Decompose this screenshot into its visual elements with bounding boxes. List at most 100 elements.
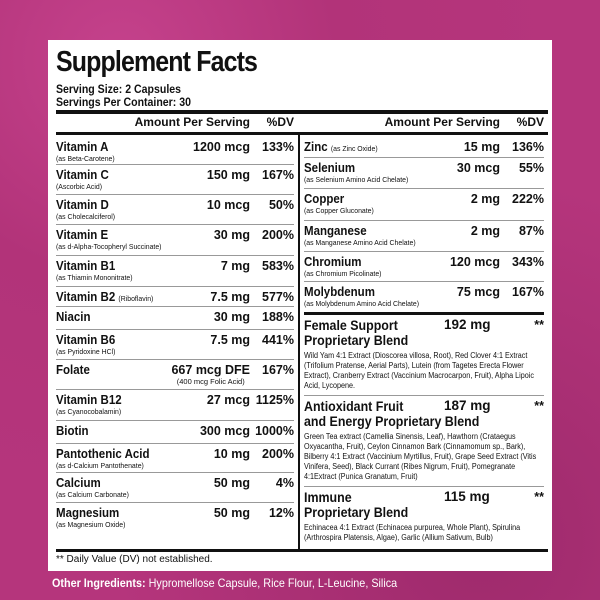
blend-dv: ** bbox=[534, 490, 544, 504]
nutrient-dv: 583% bbox=[262, 259, 294, 273]
amount-value: 150 mg bbox=[206, 168, 250, 182]
nutrient-dv: 167% bbox=[512, 285, 544, 299]
nutrient-amount: 667 mcg DFE (400 mcg Folic Acid) bbox=[171, 363, 250, 389]
amount-value: 7.5 mg bbox=[210, 333, 250, 347]
other-ingredients-label: Other Ingredients: bbox=[52, 576, 146, 590]
nutrient-name: Molybdenum (as Molybdenum Amino Acid Chel… bbox=[304, 285, 445, 312]
nutrient-dv: 133% bbox=[262, 140, 294, 154]
amount-header: Amount Per Serving bbox=[134, 115, 250, 129]
nutrient-row: Vitamin B12 (as Cyanocobalamin) 27 mcg 1125… bbox=[56, 390, 294, 421]
nutrient-amount: 120 mcg bbox=[449, 255, 500, 269]
nutrient-dv: 167% bbox=[262, 363, 294, 377]
nutrient-amount: 50 mg bbox=[214, 476, 250, 502]
blend-amount: 187 mg bbox=[444, 398, 491, 413]
nutrient-dv: 50% bbox=[268, 198, 294, 212]
nutrient-dv: 577% bbox=[262, 290, 294, 304]
nutrient-dv: 167% bbox=[262, 168, 294, 182]
nutrient-name-text: Pantothenic Acid bbox=[56, 447, 150, 461]
left-column: Amount Per Serving %DV Vitamin A (as Beta… bbox=[56, 112, 294, 531]
nutrient-name: Zinc (as Zinc Oxide) bbox=[304, 140, 451, 157]
nutrient-name-text: Vitamin B6 bbox=[56, 333, 116, 347]
nutrient-amount: 30 mcg bbox=[456, 161, 500, 175]
nutrient-amount: 50 mg bbox=[214, 506, 250, 531]
blend-dv: ** bbox=[534, 399, 544, 413]
nutrient-name-text: Calcium bbox=[56, 476, 101, 490]
nutrient-name: Vitamin B1 (as Thiamin Mononitrate) bbox=[56, 259, 208, 286]
nutrient-amount: 2 mg bbox=[470, 224, 500, 238]
nutrient-name-text: Folate bbox=[56, 363, 90, 377]
blend-amount: 192 mg bbox=[444, 317, 491, 332]
nutrient-name-text: Molybdenum bbox=[304, 285, 375, 299]
nutrient-name: Vitamin B2 (Riboflavin) bbox=[56, 290, 198, 306]
nutrient-source: (as Zinc Oxide) bbox=[330, 144, 378, 153]
nutrient-name-text: Copper bbox=[304, 192, 345, 206]
nutrient-row: Vitamin C (Ascorbic Acid) 150 mg 167% bbox=[56, 165, 294, 195]
nutrient-amount: 10 mg bbox=[214, 447, 250, 472]
nutrient-name: Magnesium (as Magnesium Oxide) bbox=[56, 506, 201, 531]
nutrient-name-text: Vitamin B1 bbox=[56, 259, 116, 273]
dv-header: %DV bbox=[516, 115, 544, 129]
blend-name: Immune Proprietary Blend bbox=[304, 490, 525, 520]
nutrient-name: Vitamin D (as Cholecalciferol) bbox=[56, 198, 195, 224]
amount-value: 300 mcg bbox=[199, 424, 250, 438]
amount-value: 27 mcg bbox=[206, 393, 250, 407]
nutrient-dv: 12% bbox=[268, 506, 294, 520]
nutrient-row: Molybdenum (as Molybdenum Amino Acid Chel… bbox=[304, 282, 544, 312]
nutrient-source: (Riboflavin) bbox=[118, 294, 154, 303]
nutrient-dv: 222% bbox=[512, 192, 544, 206]
nutrient-row: Vitamin B2 (Riboflavin) 7.5 mg 577% bbox=[56, 287, 294, 307]
nutrient-row: Copper (as Copper Gluconate) 2 mg 222% bbox=[304, 189, 544, 221]
blend-name-line1: Female Support bbox=[304, 318, 398, 333]
nutrient-name: Biotin bbox=[56, 424, 188, 443]
nutrient-amount: 2 mg bbox=[470, 192, 500, 206]
nutrient-name: Vitamin B6 (as Pyridoxine HCl) bbox=[56, 333, 198, 359]
nutrient-row: Folate 667 mcg DFE (400 mcg Folic Acid) 167… bbox=[56, 360, 294, 390]
nutrient-row: Niacin 30 mg 188% bbox=[56, 307, 294, 330]
nutrient-name: Vitamin C (Ascorbic Acid) bbox=[56, 168, 195, 194]
left-header: Amount Per Serving %DV bbox=[56, 112, 294, 131]
bottom-rule bbox=[56, 549, 548, 552]
nutrient-name: Folate bbox=[56, 363, 162, 389]
amount-value: 50 mg bbox=[213, 506, 250, 520]
nutrient-row: Selenium (as Selenium Amino Acid Chelate)… bbox=[304, 158, 544, 189]
blend-name-line2: and Energy Proprietary Blend bbox=[304, 414, 480, 429]
nutrient-dv: 200% bbox=[262, 228, 294, 242]
amount-value: 10 mcg bbox=[206, 198, 250, 212]
nutrient-row: Pantothenic Acid (as d-Calcium Pantothena… bbox=[56, 444, 294, 473]
nutrient-amount: 75 mcg bbox=[456, 285, 500, 299]
nutrient-name-text: Vitamin A bbox=[56, 140, 109, 154]
nutrient-name: Chromium (as Chromium Picolinate) bbox=[304, 255, 438, 281]
nutrient-name-text: Niacin bbox=[56, 310, 91, 324]
nutrient-row: Manganese (as Manganese Amino Acid Chelat… bbox=[304, 221, 544, 252]
nutrient-name-text: Vitamin C bbox=[56, 168, 109, 182]
nutrient-amount: 30 mg bbox=[214, 310, 250, 329]
blend-row: Antioxidant Fruit and Energy Proprietary … bbox=[304, 396, 544, 487]
nutrient-dv: 1000% bbox=[255, 424, 294, 438]
blend-ingredients: Echinacea 4:1 Extract (Echinacea purpure… bbox=[304, 523, 521, 542]
nutrient-name: Copper (as Copper Gluconate) bbox=[304, 192, 457, 220]
nutrient-name-text: Manganese bbox=[304, 224, 367, 238]
panel-title: Supplement Facts bbox=[56, 46, 258, 78]
nutrient-source: (as Manganese Amino Acid Chelate) bbox=[304, 238, 416, 247]
nutrient-source: (as Thiamin Mononitrate) bbox=[56, 273, 133, 282]
blend-name: Female Support Proprietary Blend bbox=[304, 318, 525, 348]
amount-header: Amount Per Serving bbox=[384, 115, 500, 129]
nutrient-source: (Ascorbic Acid) bbox=[56, 182, 103, 191]
nutrient-dv: 188% bbox=[262, 310, 294, 324]
nutrient-name: Vitamin E (as d-Alpha-Tocopheryl Succinat… bbox=[56, 228, 201, 255]
nutrient-row: Chromium (as Chromium Picolinate) 120 mcg 3… bbox=[304, 252, 544, 282]
blend-name-line2: Proprietary Blend bbox=[304, 505, 409, 520]
nutrient-name-text: Vitamin B12 bbox=[56, 393, 122, 407]
footnote: ** Daily Value (DV) not established. bbox=[56, 554, 213, 565]
nutrient-dv: 87% bbox=[518, 224, 544, 238]
nutrient-name-text: Magnesium bbox=[56, 506, 120, 520]
nutrient-source: (as Magnesium Oxide) bbox=[56, 520, 126, 529]
nutrient-name-text: Zinc bbox=[304, 140, 328, 154]
nutrient-amount: 10 mcg bbox=[207, 198, 250, 224]
nutrient-name: Pantothenic Acid (as d-Calcium Pantothena… bbox=[56, 447, 201, 472]
nutrient-name: Calcium (as Calcium Carbonate) bbox=[56, 476, 201, 502]
column-divider bbox=[298, 135, 300, 549]
nutrient-amount: 7.5 mg bbox=[210, 333, 250, 359]
nutrient-amount: 27 mcg bbox=[207, 393, 250, 420]
amount-note: (400 mcg Folic Acid) bbox=[176, 377, 245, 386]
